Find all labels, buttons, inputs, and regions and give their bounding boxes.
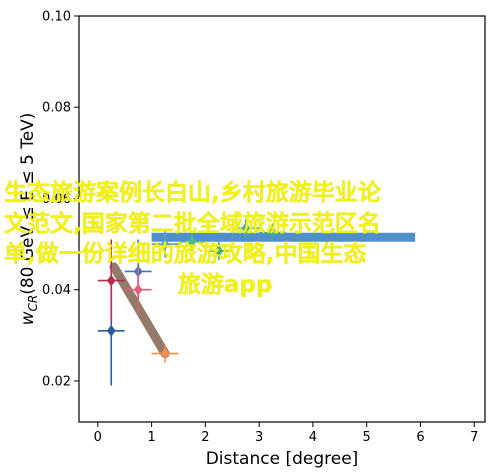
data-point-marker: [160, 238, 170, 250]
overlay-line-4: 旅游app: [178, 272, 273, 298]
y-tick-label: 0.08: [42, 101, 71, 116]
data-point-marker: [268, 226, 277, 239]
plot-frame: [78, 15, 486, 423]
data-point-marker: [106, 274, 116, 287]
overlay-line-3: 单,做一份详细的旅游攻略,中国生态: [4, 241, 367, 267]
x-tick-label: 6: [416, 430, 424, 445]
data-point-marker: [187, 235, 197, 248]
data-point-marker: [133, 283, 143, 296]
x-tick-label: 4: [309, 430, 317, 445]
y-tick-label: 0.10: [42, 10, 71, 25]
y-tick-label: 0.06: [42, 192, 71, 207]
y-axis-label: wCR(80 GeV ≤ E ≤ 5 TeV): [18, 113, 40, 326]
y-tick-label: 0.04: [42, 283, 71, 298]
x-tick-label: 1: [147, 430, 155, 445]
x-tick-label: 2: [201, 430, 209, 445]
x-tick-label: 5: [363, 430, 371, 445]
overlay-line-1: 生态旅游案例长白山,乡村旅游毕业论: [4, 180, 381, 206]
overlay-line-2: 文范文,国家第二批全域旅游示范区名: [4, 211, 381, 237]
data-point-marker: [106, 324, 116, 337]
x-tick-label: 0: [94, 430, 102, 445]
data-point-marker: [214, 245, 224, 257]
x-tick-label: 7: [470, 430, 478, 445]
x-tick-label: 3: [255, 430, 263, 445]
data-point-marker: [160, 347, 170, 360]
data-point-marker: [241, 222, 251, 234]
y-tick-label: 0.02: [42, 374, 71, 389]
x-axis-label: Distance [degree]: [206, 449, 359, 469]
